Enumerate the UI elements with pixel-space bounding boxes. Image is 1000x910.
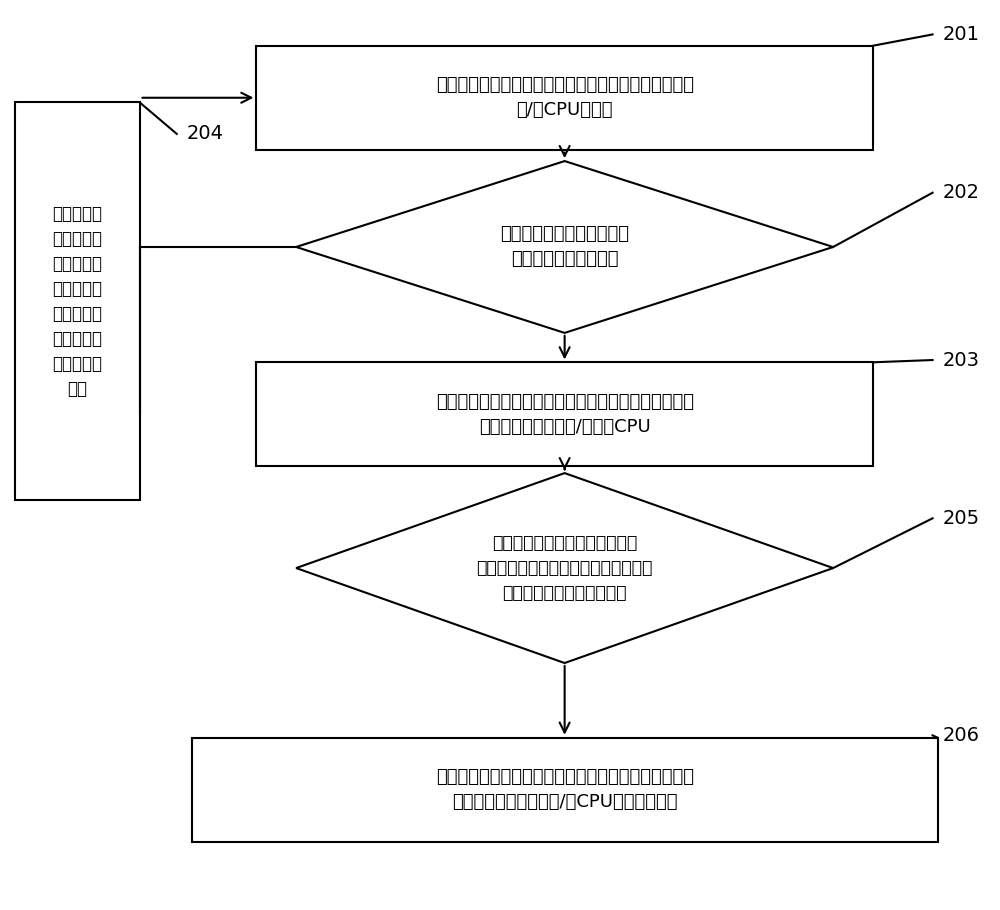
Text: 202: 202	[943, 183, 980, 202]
Bar	[15, 102, 140, 501]
Polygon shape	[296, 161, 833, 333]
Text: 根据所述运行信息确定是否
超过预设最大运行数据: 根据所述运行信息确定是否 超过预设最大运行数据	[500, 226, 629, 268]
Text: 203: 203	[943, 350, 980, 369]
Bar	[256, 362, 873, 466]
Polygon shape	[296, 473, 833, 663]
Text: 每隔预设时间检测所述云主机的
当前运行信息，确定所述当前运行信息
是否低于预设最小运行数据: 每隔预设时间检测所述云主机的 当前运行信息，确定所述当前运行信息 是否低于预设最…	[476, 534, 653, 602]
Text: 201: 201	[943, 25, 980, 44]
Bar	[192, 738, 938, 842]
Text: 若所述运行
信息不超过
预设最大运
行数据，则
返回执行获
取云主机的
运行信息的
步骤: 若所述运行 信息不超过 预设最大运 行数据，则 返回执行获 取云主机的 运行信息…	[52, 205, 102, 398]
Text: 205: 205	[943, 509, 980, 528]
Bar	[256, 46, 873, 150]
Text: 204: 204	[187, 125, 224, 144]
Text: 若所述运行信息超过预设最大运行数据，则接收物理主
机分配的新的内存和/或新的CPU: 若所述运行信息超过预设最大运行数据，则接收物理主 机分配的新的内存和/或新的CP…	[436, 393, 694, 436]
Text: 若所述当前运行信息低于预设最小运行数据，则调整所
述云主机当前的内存和/或CPU为预设初始值: 若所述当前运行信息低于预设最小运行数据，则调整所 述云主机当前的内存和/或CPU…	[436, 768, 694, 811]
Text: 206: 206	[943, 726, 980, 745]
Text: 获取云主机的运行信息，所述运行信息包括内存使用率
和/或CPU使用率: 获取云主机的运行信息，所述运行信息包括内存使用率 和/或CPU使用率	[436, 76, 694, 119]
